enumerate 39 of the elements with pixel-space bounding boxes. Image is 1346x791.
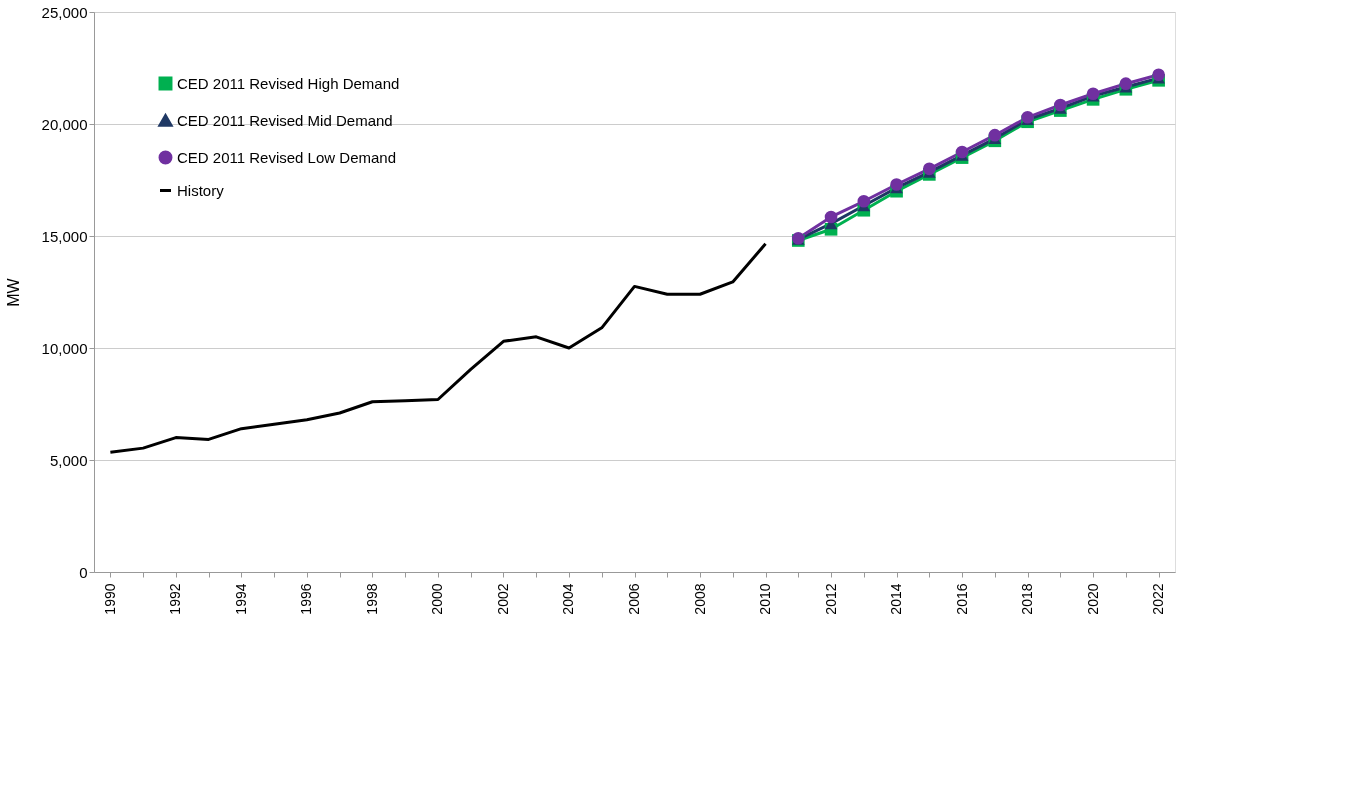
x-tick-label: 2008	[691, 583, 708, 615]
y-tick-label: 15,000	[41, 227, 88, 245]
x-tick-label: 2022	[1150, 583, 1167, 615]
x-tick-label: 2018	[1019, 583, 1036, 615]
point	[890, 178, 903, 191]
x-tick-label: 2000	[429, 583, 446, 615]
x-tick-label: 2016	[953, 583, 970, 615]
legend-label: CED 2011 Revised Mid Demand	[177, 111, 393, 129]
x-tick-label: 2014	[888, 583, 905, 615]
point	[922, 162, 936, 176]
point	[824, 210, 838, 224]
x-tick-label: 2006	[626, 583, 642, 615]
y-axis-title: MW	[4, 277, 22, 307]
x-tick-label: 1998	[363, 583, 380, 615]
legend-label: History	[177, 181, 225, 199]
y-tick-label: 5,000	[49, 451, 88, 469]
x-tick-label: 1992	[167, 583, 184, 615]
y-tick-label: 10,000	[41, 339, 88, 357]
point	[1152, 68, 1165, 82]
x-tick-label: 2010	[757, 583, 774, 615]
x-tick-label: 2004	[560, 583, 577, 615]
x-tick-label: 1994	[232, 583, 249, 615]
x-tick-label: 2012	[822, 583, 839, 615]
point	[988, 128, 1002, 142]
x-tick-label: 2020	[1084, 583, 1101, 615]
x-tick-label: 1990	[101, 583, 118, 615]
point	[1119, 77, 1133, 90]
point	[1054, 98, 1067, 112]
point	[955, 145, 969, 159]
y-tick-label: 20,000	[41, 115, 88, 133]
legend-label: CED 2011 Revised Low Demand	[177, 148, 397, 166]
x-tick-label: 1996	[298, 583, 315, 615]
legend-label: CED 2011 Revised High Demand	[177, 74, 400, 92]
line-series	[108, 242, 768, 454]
y-tick-label: 0	[79, 563, 88, 581]
x-tick-label: 2002	[494, 583, 511, 615]
y-tick-label: 25,000	[41, 3, 88, 21]
point	[857, 194, 871, 208]
point	[1021, 110, 1034, 124]
